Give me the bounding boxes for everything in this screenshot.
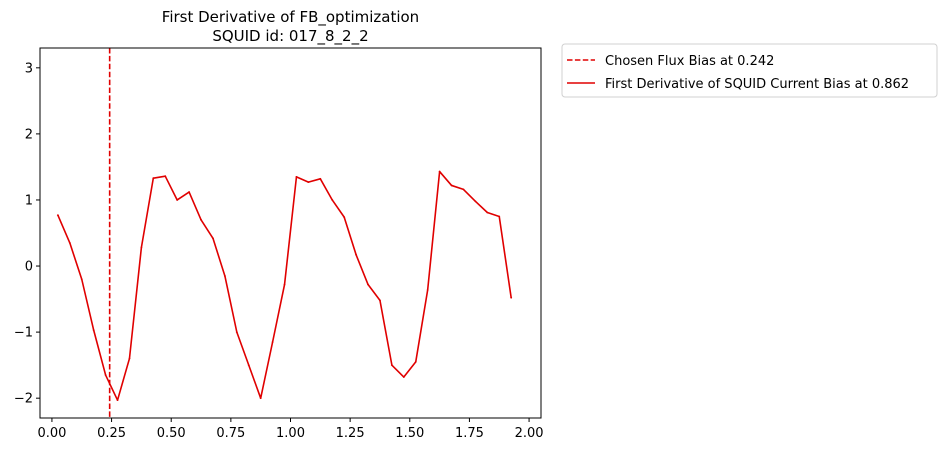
data-point — [402, 376, 405, 378]
data-point — [259, 397, 262, 400]
legend-box — [561, 43, 938, 98]
data-point — [152, 177, 155, 180]
data-point — [319, 177, 322, 180]
data-point — [283, 283, 286, 286]
data-point — [188, 191, 191, 193]
data-point — [426, 288, 429, 291]
data-point — [223, 275, 226, 277]
y-tick-label: 0 — [25, 260, 33, 275]
data-point — [56, 214, 59, 217]
legend-label-first-derivative: First Derivative of SQUID Current Bias a… — [605, 77, 909, 92]
legend: Chosen Flux Bias at 0.242 First Derivati… — [561, 43, 938, 98]
data-point — [92, 329, 95, 332]
data-point — [438, 170, 441, 173]
data-point — [247, 364, 250, 367]
series-line-0 — [57, 170, 512, 401]
y-tick-label: 2 — [25, 127, 33, 142]
x-tick-label: 1.50 — [395, 426, 424, 441]
legend-label-chosen-flux-bias: Chosen Flux Bias at 0.242 — [605, 54, 774, 69]
data-point — [498, 215, 501, 218]
data-point — [379, 299, 381, 302]
data-point — [355, 253, 358, 256]
data-point — [307, 181, 310, 184]
y-tick-label: −1 — [14, 326, 33, 341]
x-tick-label: 1.00 — [276, 426, 305, 441]
data-point — [116, 399, 119, 402]
data-point — [331, 199, 334, 201]
data-point — [80, 278, 83, 281]
data-point — [390, 364, 393, 367]
chart-title: First Derivative of FB_optimization — [162, 8, 419, 27]
x-tick-label: 2.00 — [515, 426, 544, 441]
data-point — [176, 199, 179, 201]
data-point — [414, 360, 417, 363]
y-tick-label: 3 — [25, 61, 33, 76]
data-point — [450, 184, 453, 187]
chart-subtitle: SQUID id: 017_8_2_2 — [212, 27, 368, 46]
data-point — [343, 216, 346, 219]
data-point — [212, 237, 214, 240]
x-tick-label: 1.25 — [336, 426, 365, 441]
y-tick-label: −2 — [14, 392, 33, 407]
x-tick-label: 0.25 — [97, 426, 126, 441]
x-tick-label: 1.75 — [455, 426, 484, 441]
data-point — [68, 242, 71, 244]
data-point — [367, 283, 369, 286]
data-point — [235, 331, 238, 334]
data-point — [164, 175, 167, 178]
data-point — [140, 246, 143, 249]
data-point — [510, 296, 513, 299]
x-axis: 0.00 0.25 0.50 0.75 1.00 1.25 1.50 1.75 2.00 — [37, 418, 544, 441]
x-tick-label: 0.75 — [216, 426, 245, 441]
data-point — [486, 211, 489, 214]
x-tick-label: 0.50 — [157, 426, 186, 441]
data-point — [200, 218, 202, 221]
data-point — [474, 200, 477, 203]
data-point — [128, 357, 131, 360]
data-point — [104, 374, 107, 376]
data-point — [271, 341, 274, 343]
y-axis: −2 −1 0 1 2 3 — [14, 61, 40, 407]
x-tick-label: 0.00 — [37, 426, 66, 441]
data-point — [295, 175, 298, 178]
plot-area — [56, 48, 513, 418]
y-tick-label: 1 — [25, 193, 33, 208]
data-point — [462, 188, 465, 191]
